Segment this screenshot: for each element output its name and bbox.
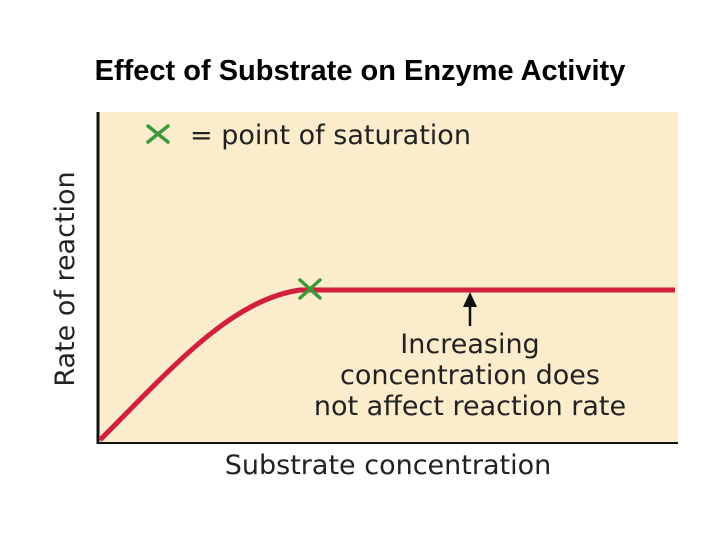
slide-title: Effect of Substrate on Enzyme Activity xyxy=(95,55,626,87)
annotation-line: not affect reaction rate xyxy=(314,391,626,422)
saturation-marker xyxy=(298,278,322,300)
y-axis-label: Rate of reaction xyxy=(50,171,81,386)
arrow-head xyxy=(463,292,477,307)
legend-text: = point of saturation xyxy=(190,120,471,151)
annotation-line: concentration does xyxy=(340,360,600,391)
plot-background xyxy=(98,112,678,443)
legend-symbol xyxy=(146,124,170,144)
rate-curve xyxy=(98,287,675,442)
x-axis-label: Substrate concentration xyxy=(225,450,551,481)
annotation-line: Increasing xyxy=(400,329,539,360)
